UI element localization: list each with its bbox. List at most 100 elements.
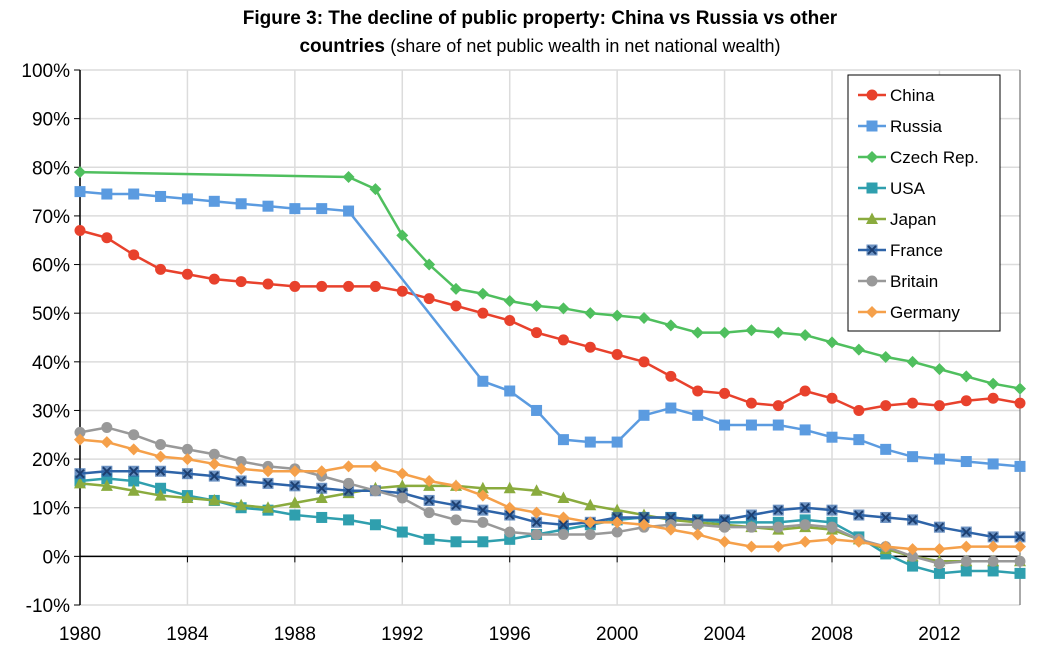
data-point	[101, 473, 113, 485]
data-point	[933, 453, 945, 465]
data-point	[960, 555, 972, 567]
marker-x	[129, 466, 139, 476]
data-point	[289, 280, 301, 292]
data-point	[772, 326, 785, 339]
data-point	[1014, 567, 1026, 579]
y-tick-label: 40%	[32, 353, 70, 374]
data-point	[396, 467, 409, 480]
data-point	[1014, 555, 1026, 567]
data-point	[772, 521, 784, 533]
legend-marker	[866, 120, 878, 132]
data-point	[369, 183, 382, 196]
y-tick-label: 20%	[32, 450, 70, 471]
data-point	[503, 295, 516, 308]
x-tick-label: 1992	[381, 624, 423, 645]
legend-item: China	[858, 86, 935, 105]
marker-x	[1015, 532, 1025, 542]
data-point	[450, 300, 462, 312]
legend-item: Czech Rep.	[858, 148, 979, 167]
data-point	[907, 451, 919, 463]
data-point	[262, 465, 274, 478]
data-point	[879, 350, 892, 363]
data-point	[906, 543, 919, 556]
data-point	[208, 470, 220, 482]
data-point	[423, 258, 436, 271]
data-point	[692, 409, 704, 421]
data-point	[504, 533, 516, 545]
data-point	[719, 419, 731, 431]
data-point	[907, 550, 919, 562]
marker-x	[531, 517, 542, 528]
legend-marker	[866, 212, 878, 224]
data-point	[423, 533, 435, 545]
data-point	[826, 336, 838, 349]
legend-label: USA	[890, 179, 926, 198]
data-point	[504, 509, 516, 521]
marker-x	[746, 510, 757, 520]
marker-x	[800, 503, 810, 513]
title-line-1: Figure 3: The decline of public property…	[243, 8, 838, 29]
series-usa	[74, 473, 1026, 579]
data-point	[584, 516, 597, 529]
data-point	[826, 533, 838, 546]
data-point	[154, 450, 167, 463]
data-point	[423, 474, 436, 487]
data-point	[987, 540, 1000, 553]
legend-label: Czech Rep.	[890, 148, 979, 167]
legend-label: France	[890, 241, 943, 260]
data-point	[262, 501, 274, 513]
data-point	[181, 453, 194, 466]
data-point	[450, 536, 462, 548]
data-point	[799, 519, 811, 531]
data-point	[450, 514, 462, 526]
data-point	[1014, 540, 1026, 553]
data-point	[369, 485, 381, 497]
x-tick-label: 2004	[703, 624, 746, 645]
data-point	[235, 498, 248, 511]
data-point	[557, 519, 569, 531]
legend-marker	[866, 275, 878, 287]
marker-x	[236, 476, 246, 486]
marker-x	[209, 471, 219, 481]
data-point	[907, 397, 919, 409]
data-point	[100, 436, 113, 449]
data-point	[557, 528, 569, 540]
series-group	[74, 166, 1026, 579]
x-tick-label: 1984	[166, 624, 209, 645]
x-tick-label: 1988	[274, 624, 316, 645]
data-point	[235, 475, 247, 487]
y-tick-label: 80%	[32, 158, 70, 179]
data-point	[450, 499, 462, 511]
data-point	[799, 535, 812, 548]
data-point	[1014, 382, 1026, 395]
data-point	[584, 498, 597, 511]
marker-x	[907, 515, 918, 525]
y-tick-label: 50%	[32, 304, 70, 325]
data-point	[745, 397, 757, 409]
data-point	[987, 531, 999, 543]
data-point	[880, 511, 892, 523]
data-point	[987, 555, 999, 567]
data-point	[880, 400, 892, 412]
data-point	[611, 349, 623, 361]
legend-item: Russia	[858, 117, 943, 136]
marker-x	[478, 505, 488, 515]
y-tick-label: 90%	[32, 110, 70, 131]
data-point	[74, 468, 86, 480]
data-point	[584, 528, 596, 540]
data-point	[772, 419, 784, 431]
legend-label: Russia	[890, 117, 943, 136]
data-point	[74, 186, 86, 198]
data-point	[719, 521, 731, 533]
data-point	[611, 526, 623, 538]
marker-x	[451, 500, 461, 511]
data-point	[960, 395, 972, 407]
data-point	[128, 429, 140, 441]
data-point	[531, 528, 543, 540]
legend-marker	[866, 306, 878, 318]
data-point	[181, 268, 193, 280]
legend-marker	[866, 182, 878, 194]
legend-marker	[866, 151, 878, 163]
data-point	[128, 188, 140, 200]
data-point	[262, 278, 274, 290]
